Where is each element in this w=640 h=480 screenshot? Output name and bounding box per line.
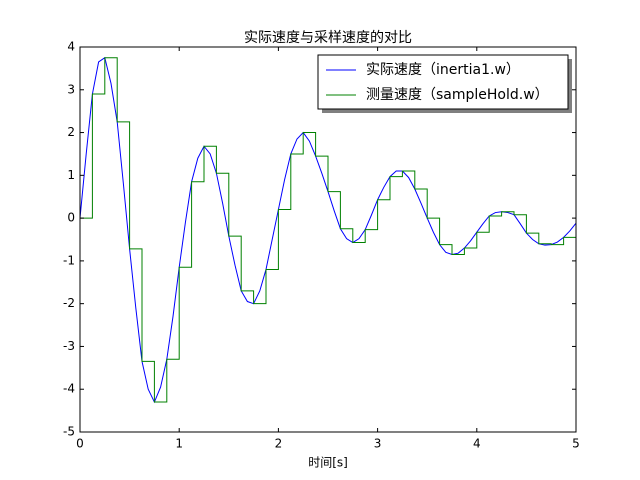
x-tick-label: 3 <box>374 437 382 451</box>
x-tick-label: 0 <box>76 437 84 451</box>
y-tick-label: 3 <box>67 82 75 96</box>
series-line <box>80 57 576 403</box>
y-tick-label: 2 <box>67 125 75 139</box>
y-tick-label: 0 <box>67 211 75 225</box>
y-tick-label: -5 <box>63 425 75 439</box>
y-tick-label: 4 <box>67 40 75 54</box>
x-tick-label: 1 <box>175 437 183 451</box>
y-tick-label: -4 <box>63 382 75 396</box>
x-tick-label: 5 <box>572 437 580 451</box>
axes-frame <box>79 46 577 433</box>
x-axis-label: 时间[s] <box>308 456 348 470</box>
legend-label: 实际速度（inertia1.w） <box>366 62 520 78</box>
y-tick-label: 1 <box>67 168 75 182</box>
x-tick-label: 4 <box>473 437 481 451</box>
y-tick-label: -1 <box>63 253 75 267</box>
x-tick-label: 2 <box>275 437 283 451</box>
chart-title: 实际速度与采样速度的对比 <box>244 30 412 46</box>
y-tick-label: -2 <box>63 296 75 310</box>
plot-area <box>80 56 576 404</box>
y-tick-label: -3 <box>63 339 75 353</box>
legend-label: 测量速度（sampleHold.w） <box>366 87 549 103</box>
legend <box>317 54 569 110</box>
